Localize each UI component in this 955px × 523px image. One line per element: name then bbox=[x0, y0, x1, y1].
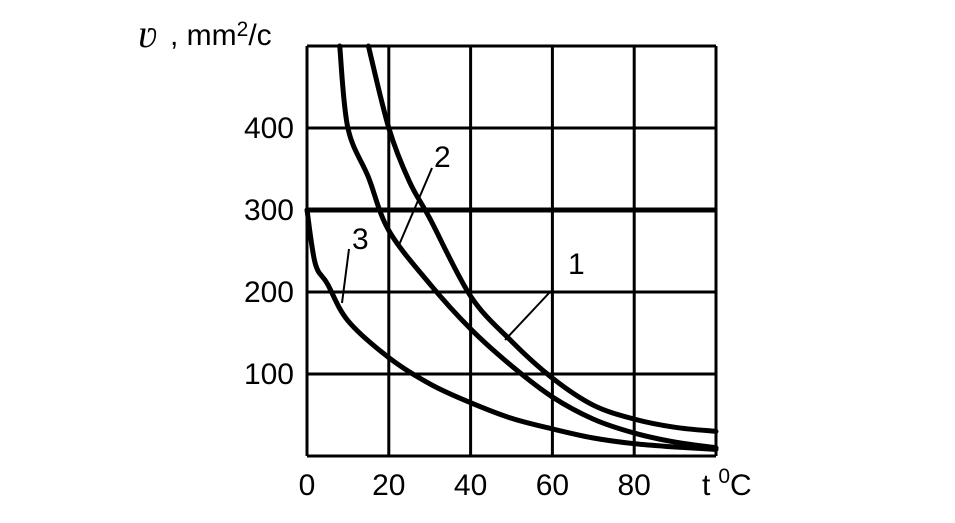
grid bbox=[305, 44, 718, 458]
curve-label-3: 3 bbox=[352, 223, 369, 256]
curve-leaders: 1 2 3 bbox=[341, 141, 585, 341]
x-tick-label: 40 bbox=[454, 469, 487, 502]
x-axis-label: t 0C bbox=[702, 465, 752, 502]
y-axis-unit: , mm2/c bbox=[170, 18, 272, 52]
y-tick-label: 100 bbox=[244, 358, 294, 391]
leader-line-2 bbox=[398, 167, 433, 246]
x-tick-label: 60 bbox=[536, 469, 569, 502]
y-tick-label: 200 bbox=[244, 276, 294, 309]
curve-1 bbox=[365, 43, 719, 434]
curves bbox=[304, 43, 719, 452]
tick-labels: 0 20 40 60 80 100 200 300 400 bbox=[244, 112, 651, 502]
x-tick-label: 20 bbox=[372, 469, 405, 502]
curve-label-2: 2 bbox=[434, 141, 451, 174]
curve-label-1: 1 bbox=[568, 248, 585, 281]
curve-3 bbox=[304, 207, 719, 452]
y-tick-label: 300 bbox=[244, 194, 294, 227]
curve-2 bbox=[337, 43, 719, 451]
x-tick-label: 0 bbox=[299, 469, 316, 502]
leader-line-1 bbox=[504, 291, 551, 341]
y-tick-label: 400 bbox=[244, 112, 294, 145]
y-axis-symbol: ʋ bbox=[138, 11, 158, 56]
x-tick-label: 80 bbox=[618, 469, 651, 502]
leader-line-3 bbox=[341, 248, 350, 304]
